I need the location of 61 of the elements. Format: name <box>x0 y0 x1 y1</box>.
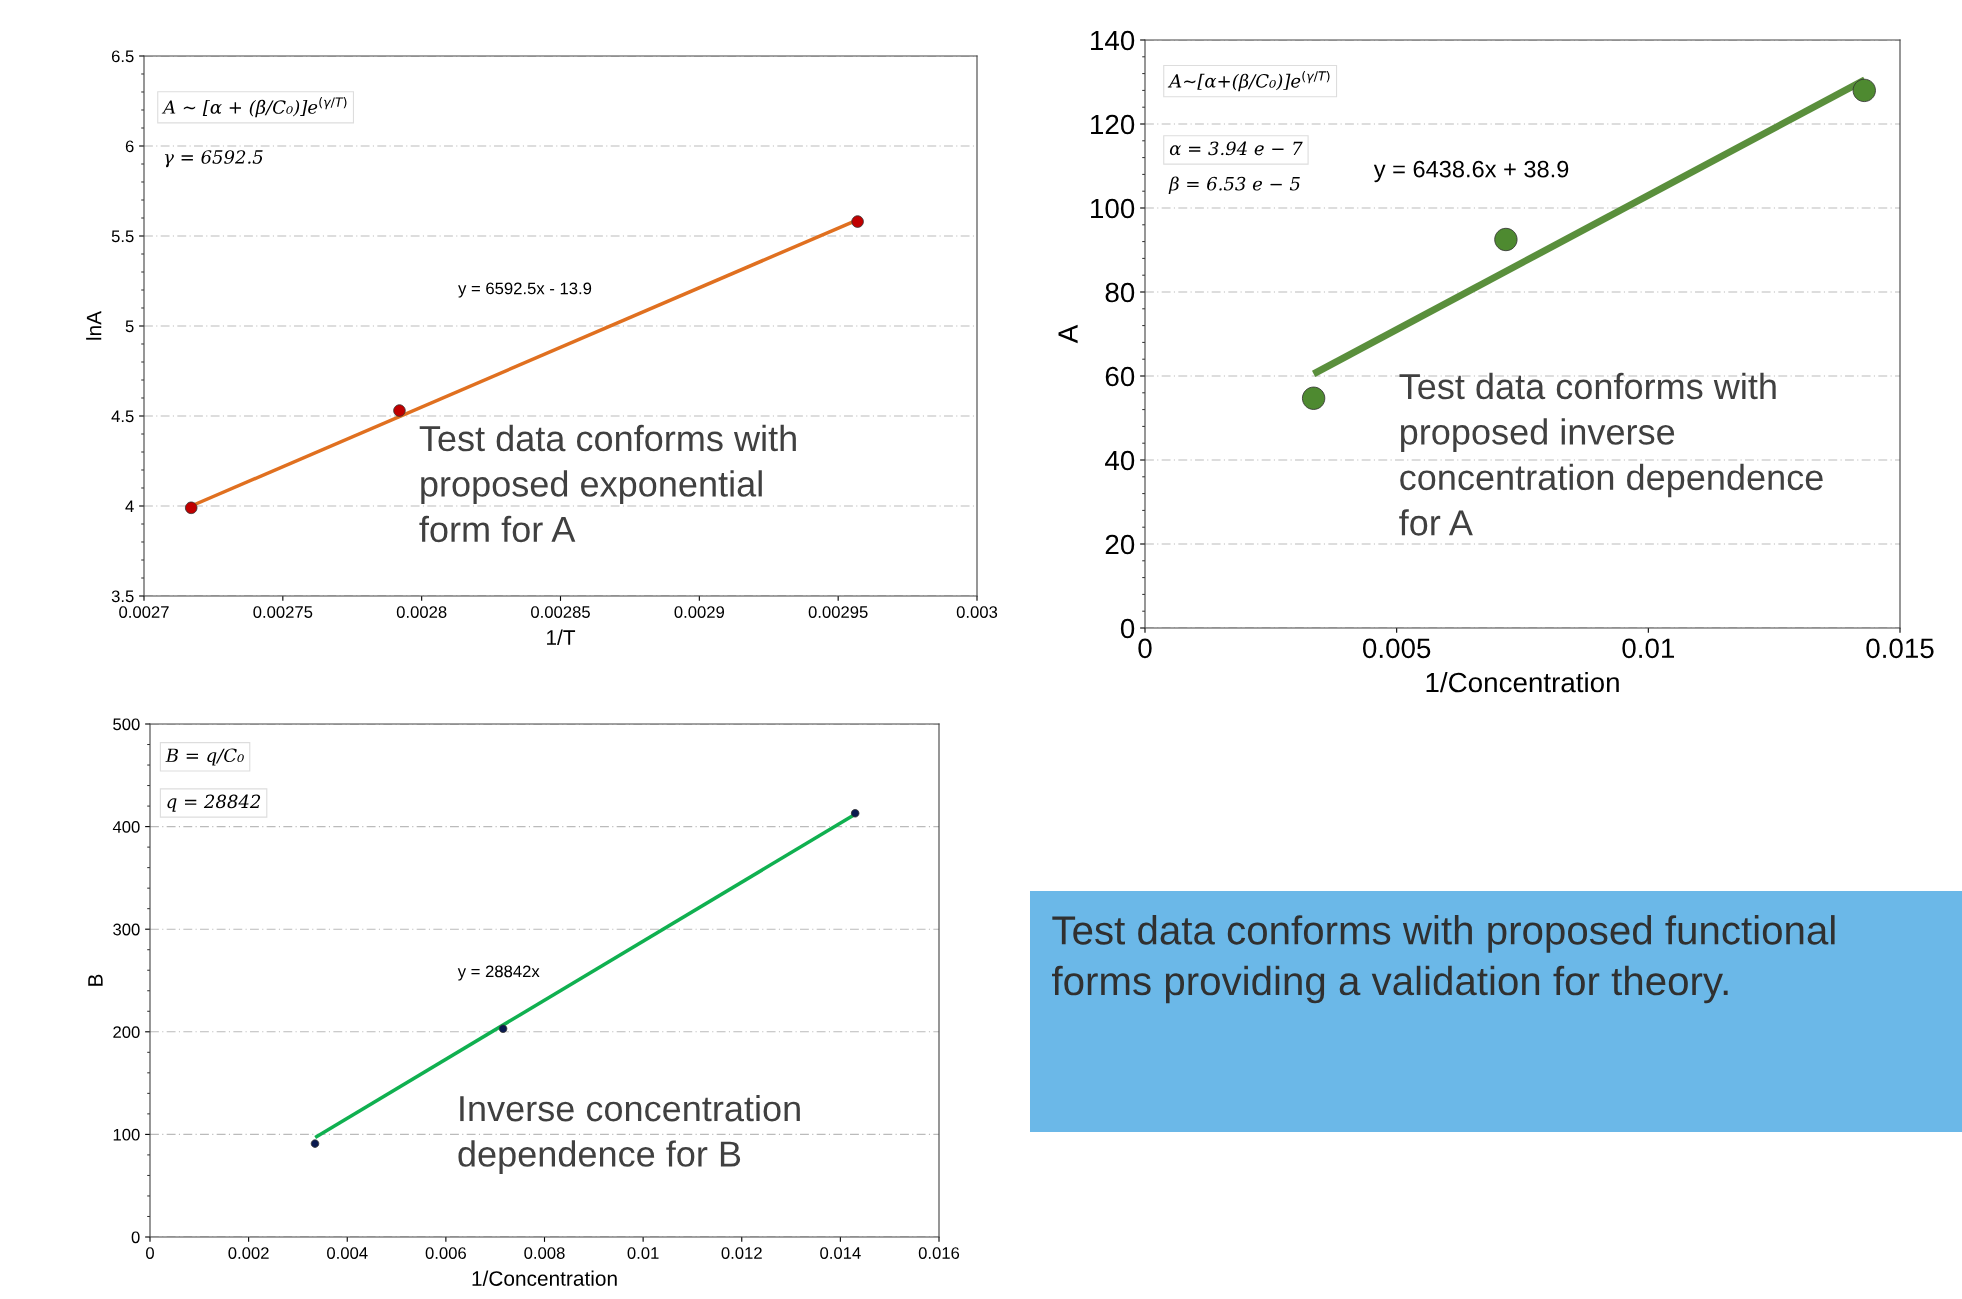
annotation: γ = 6592.5 <box>164 150 263 168</box>
y-tick-label: 20 <box>1105 534 1135 555</box>
x-tick-label: 0.01 <box>1622 638 1675 659</box>
y-tick-label: 3.5 <box>111 590 134 603</box>
x-tick-label: 0.00295 <box>808 606 868 618</box>
annotation: α = 3.94 e − 7 <box>1169 141 1303 156</box>
x-tick-label: 0.012 <box>721 1247 762 1259</box>
y-tick-label: 4.5 <box>111 410 134 423</box>
x-tick-label: 0.0028 <box>396 606 447 618</box>
x-tick-label: 0.006 <box>425 1247 466 1259</box>
x-axis-title: 1/Concentration <box>472 1270 617 1286</box>
x-tick-label: 0.01 <box>627 1247 659 1259</box>
x-tick-label: 0.008 <box>524 1247 565 1259</box>
annotation: Test data conforms with proposed inverse concentration dependence for A <box>1399 372 1823 536</box>
annotation: y = 6438.6x + 38.9 <box>1373 160 1569 183</box>
y-tick-label: 500 <box>113 718 140 731</box>
annotation: Test data conforms with proposed exponential form for A <box>419 424 796 543</box>
y-axis-title: B <box>88 974 103 986</box>
y-tick-label: 6 <box>125 140 134 153</box>
annotation: y = 6592.5x - 13.9 <box>458 282 592 298</box>
x-tick-label: 0.0027 <box>119 606 169 618</box>
x-tick-label: 0.004 <box>327 1247 368 1259</box>
annotation: A~[α+(β/C₀)]e$^{(γ/T)}$ <box>1167 70 1330 92</box>
y-tick-label: 6.5 <box>111 50 134 63</box>
y-tick-label: 100 <box>1091 198 1135 219</box>
y-tick-label: 40 <box>1105 450 1135 471</box>
y-tick-label: 140 <box>1091 30 1135 51</box>
annotation: β = 6.53 e − 5 <box>1168 176 1300 195</box>
x-axis-title: 1/T <box>547 629 576 645</box>
y-tick-label: 200 <box>113 1026 140 1038</box>
y-axis-title: lnA <box>86 310 102 340</box>
y-tick-label: 60 <box>1105 366 1135 387</box>
y-tick-label: 100 <box>113 1128 140 1141</box>
x-tick-label: 0.016 <box>918 1247 960 1259</box>
y-tick-label: 300 <box>113 923 140 936</box>
x-tick-label: 0.00275 <box>253 606 313 618</box>
annotation: A ~ [α + (β/C₀)]e$^{(γ/T)}$ <box>161 97 347 118</box>
y-tick-label: 5.5 <box>111 230 134 243</box>
x-tick-label: 0.005 <box>1363 638 1431 659</box>
annotation: q = 28842 <box>167 794 261 812</box>
x-tick-label: 0 <box>146 1247 154 1259</box>
x-tick-label: 0.002 <box>228 1247 269 1259</box>
x-tick-label: 0.003 <box>956 606 998 618</box>
text: Test data conforms with proposed functional forms providing a validation for theory. <box>1052 915 1835 1004</box>
x-tick-label: 0 <box>1138 638 1152 659</box>
y-tick-label: 4 <box>125 500 134 513</box>
y-tick-label: 120 <box>1091 114 1135 135</box>
x-axis-title: 1/Concentration <box>1426 671 1619 693</box>
x-tick-label: 0.015 <box>1866 638 1934 659</box>
x-tick-label: 0.014 <box>820 1247 861 1259</box>
point <box>1302 386 1326 410</box>
annotation: y = 28842x <box>457 965 540 981</box>
annotation: Inverse concentration dependence for B <box>458 1094 800 1174</box>
y-tick-label: 5 <box>125 320 134 333</box>
annotation: B = q/C₀ <box>165 748 244 766</box>
y-tick-label: 0 <box>131 1231 140 1244</box>
x-tick-label: 0.00285 <box>531 606 590 618</box>
y-axis-title: A <box>1058 324 1078 344</box>
x-tick-label: 0.0029 <box>674 606 725 618</box>
y-tick-label: 400 <box>112 821 140 833</box>
y-tick-label: 80 <box>1105 282 1135 303</box>
